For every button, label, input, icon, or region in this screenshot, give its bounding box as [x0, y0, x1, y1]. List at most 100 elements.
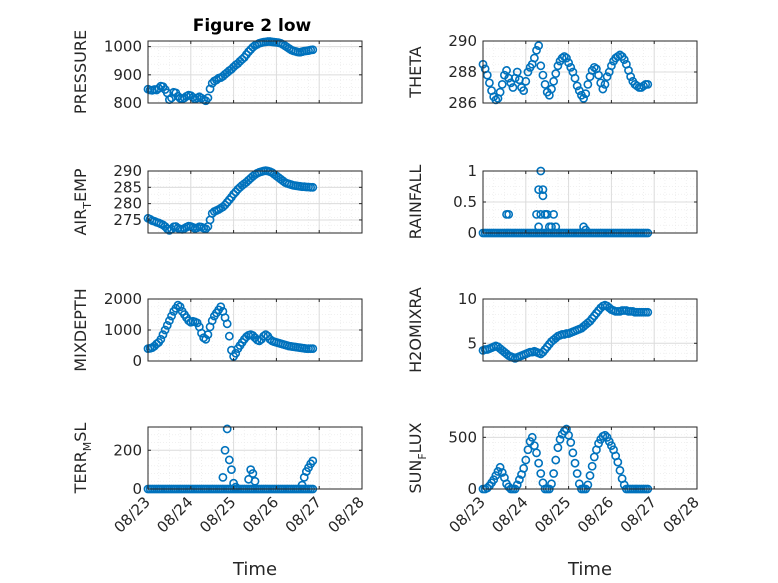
theta-axes: 286 288 290 THETA	[406, 32, 698, 112]
terr_msl-point	[231, 482, 241, 492]
mixdepth-point	[222, 319, 232, 329]
sun_flux-x-tick-label: 08/24	[488, 493, 531, 536]
theta-point	[534, 41, 544, 51]
sun_flux-point	[534, 458, 544, 468]
sun_flux-point	[547, 479, 556, 489]
sun_flux-point	[574, 479, 584, 489]
theta-point	[589, 62, 599, 72]
sun_flux-point	[551, 455, 561, 465]
theta-point	[615, 50, 625, 60]
terr_msl-point	[220, 445, 230, 455]
air_temp-y-tick-label: 275	[113, 211, 142, 229]
theta-point	[521, 76, 531, 86]
rainfall-point	[549, 209, 559, 219]
sun_flux-point	[527, 432, 537, 442]
pressure-point	[205, 84, 215, 94]
theta-point	[536, 61, 546, 71]
terr_msl-point	[222, 424, 232, 434]
pressure-point	[212, 75, 221, 85]
theta-point	[482, 70, 492, 80]
pressure-y-tick-label: 900	[113, 66, 142, 84]
rainfall-point	[547, 222, 556, 232]
theta-point	[495, 87, 505, 97]
sun_flux-point	[572, 469, 582, 478]
pressure-axis-box	[147, 40, 363, 104]
theta-point	[598, 84, 608, 94]
mixdepth-point	[261, 330, 271, 340]
h2omixra-axis-box	[482, 298, 698, 362]
rainfall-point	[540, 209, 550, 219]
air_temp-series	[143, 166, 318, 235]
pressure-point	[308, 45, 318, 55]
pressure-point	[237, 54, 247, 64]
theta-point	[607, 61, 616, 71]
sun_flux-y-tick-label: 500	[448, 428, 477, 446]
rainfall-axes: 0 0.5 1 RAINFALL	[406, 162, 698, 242]
terr_msl-y-tick-label: 0	[132, 480, 142, 498]
mixdepth-point	[254, 336, 264, 346]
theta-point	[581, 89, 591, 99]
sun_flux-point	[570, 458, 580, 468]
terr_msl-axes: 08/23 08/24 08/25 08/26 08/27 08/28 0 200 TERRMS…	[71, 423, 368, 580]
sun_flux-point	[613, 457, 623, 467]
mixdepth-point	[173, 300, 183, 310]
mixdepth-point	[175, 302, 185, 312]
mixdepth-axes: 0 1000 2000 MIXDEPTH	[71, 288, 363, 372]
terr_msl-point	[248, 469, 258, 478]
theta-point	[538, 70, 548, 80]
sun_flux-point	[514, 475, 524, 485]
air_temp-point	[201, 224, 211, 234]
mixdepth-point	[224, 331, 234, 341]
rainfall-point	[534, 222, 544, 232]
mixdepth-point	[207, 316, 217, 326]
sun_flux-axes: 08/23 08/24 08/25 08/26 08/27 08/28 0 500 SUNFLU…	[406, 422, 703, 580]
terr_msl-point	[250, 476, 260, 486]
theta-point	[547, 84, 556, 94]
mixdepth-point	[231, 348, 241, 358]
theta-y-tick-label: 290	[448, 32, 477, 50]
mixdepth-point	[203, 330, 213, 340]
theta-point	[566, 62, 576, 72]
theta-point	[529, 53, 539, 63]
mixdepth-point	[308, 344, 318, 353]
mixdepth-point	[201, 334, 211, 344]
terr_msl-x-tick-label: 08/24	[153, 493, 196, 536]
rainfall-y-tick-label: 0	[467, 224, 477, 242]
terr_msl-point	[224, 455, 234, 465]
sun_flux-point	[553, 443, 563, 453]
sun_flux-x-axis-label: Time	[567, 559, 612, 580]
theta-point	[551, 69, 561, 78]
pressure-axes: 800 900 1000 PRESSURE	[71, 30, 363, 114]
sun_flux-point	[585, 471, 595, 480]
air_temp-point	[229, 189, 238, 199]
pressure-y-axis-label: PRESSURE	[71, 30, 90, 114]
theta-point	[583, 80, 593, 89]
terr_msl-y-tick-label: 200	[113, 441, 142, 459]
sun_flux-point	[549, 469, 559, 478]
theta-y-tick-label: 286	[448, 94, 477, 112]
mixdepth-y-tick-label: 1000	[104, 321, 142, 339]
theta-point	[639, 81, 648, 91]
theta-point	[643, 80, 653, 89]
sun_flux-y-tick-label: 0	[467, 480, 477, 498]
mixdepth-y-tick-label: 0	[132, 352, 142, 370]
mixdepth-point	[156, 334, 166, 344]
mixdepth-point	[158, 330, 168, 340]
sun_flux-point	[566, 438, 576, 447]
sun_flux-x-tick-label: 08/25	[531, 493, 574, 536]
mixdepth-point	[152, 339, 161, 349]
theta-point	[570, 73, 580, 83]
theta-y-tick-label: 288	[448, 63, 477, 81]
theta-point	[572, 81, 582, 91]
theta-point	[519, 86, 529, 95]
h2omixra-axes: 5 10 H2OMIXRA	[406, 287, 698, 373]
terr_msl-x-tick-label: 08/28	[325, 493, 368, 536]
terr_msl-y-axis-label: TERRMSL	[71, 423, 94, 495]
air_temp-point	[308, 182, 318, 192]
air_temp-y-tick-label: 285	[113, 178, 142, 196]
sun_flux-axis-box	[482, 426, 698, 490]
terr_msl-point	[227, 465, 236, 475]
